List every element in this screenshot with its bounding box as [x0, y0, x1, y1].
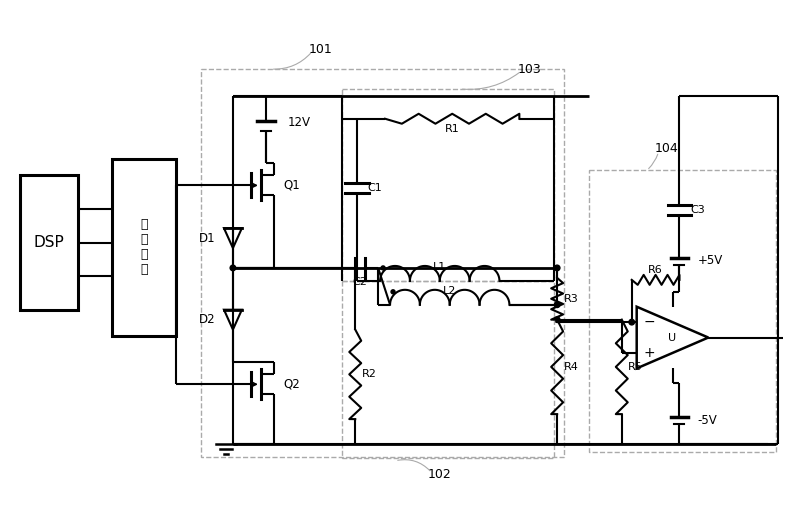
- Text: R4: R4: [564, 362, 578, 372]
- Text: Q1: Q1: [284, 179, 300, 192]
- Text: 102: 102: [428, 468, 452, 482]
- Bar: [111, 158, 176, 335]
- Text: D1: D1: [198, 232, 215, 245]
- Circle shape: [554, 302, 560, 307]
- Text: 104: 104: [654, 142, 678, 155]
- Text: +: +: [644, 346, 655, 360]
- Text: 12V: 12V: [288, 116, 310, 129]
- Bar: [20, 176, 78, 309]
- Text: 驱
动
电
路: 驱 动 电 路: [140, 218, 148, 276]
- Circle shape: [230, 265, 236, 271]
- Text: +5V: +5V: [698, 254, 722, 267]
- Text: R6: R6: [648, 265, 663, 275]
- Text: C2: C2: [353, 277, 368, 287]
- Text: U: U: [669, 332, 677, 343]
- Bar: [201, 69, 564, 457]
- Bar: [342, 281, 554, 458]
- Text: DSP: DSP: [34, 235, 64, 250]
- Bar: [342, 89, 554, 281]
- Circle shape: [381, 266, 385, 270]
- Text: D2: D2: [198, 313, 215, 326]
- Text: L1: L1: [433, 262, 446, 272]
- Text: −: −: [644, 315, 655, 329]
- Circle shape: [554, 317, 560, 322]
- Text: L2: L2: [443, 286, 457, 296]
- Text: R5: R5: [628, 362, 643, 372]
- Circle shape: [554, 265, 560, 271]
- Text: R3: R3: [564, 294, 578, 304]
- Text: 103: 103: [518, 63, 541, 75]
- Text: R1: R1: [445, 124, 459, 134]
- Circle shape: [391, 290, 395, 294]
- Text: C1: C1: [368, 183, 382, 193]
- Text: C3: C3: [690, 205, 705, 215]
- Text: Q2: Q2: [284, 378, 300, 391]
- Text: R2: R2: [362, 370, 377, 379]
- Text: 101: 101: [309, 43, 332, 55]
- Bar: [589, 171, 776, 452]
- Circle shape: [629, 319, 634, 325]
- Text: -5V: -5V: [698, 414, 717, 427]
